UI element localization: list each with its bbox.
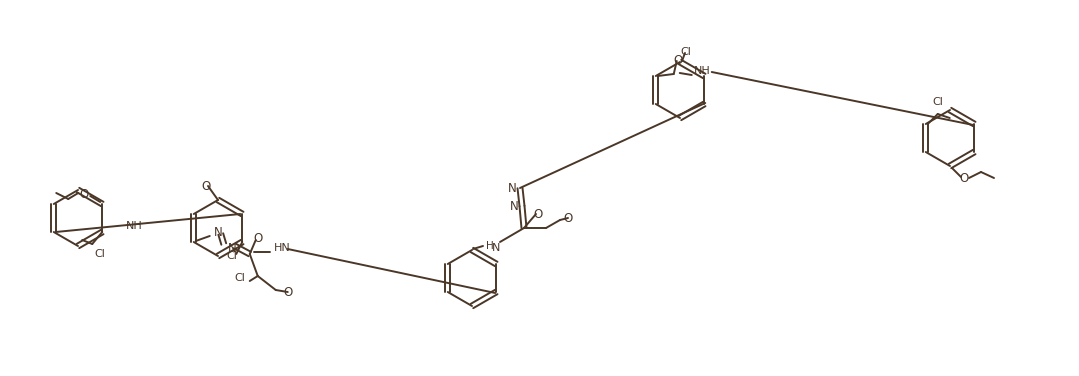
- Text: O: O: [673, 53, 682, 67]
- Text: O: O: [80, 188, 88, 200]
- Text: O: O: [563, 211, 573, 224]
- Text: N: N: [509, 200, 518, 212]
- Text: NH: NH: [694, 66, 710, 76]
- Text: N: N: [228, 241, 236, 255]
- Text: Cl: Cl: [932, 97, 943, 107]
- Text: NH: NH: [126, 221, 144, 231]
- Text: Cl: Cl: [95, 249, 106, 259]
- Text: H: H: [486, 241, 494, 251]
- Text: N: N: [507, 182, 517, 194]
- Text: O: O: [533, 208, 543, 220]
- Text: O: O: [959, 171, 969, 185]
- Text: Cl: Cl: [234, 273, 245, 283]
- Text: HN: HN: [274, 243, 290, 253]
- Text: N: N: [492, 243, 501, 253]
- Text: N: N: [214, 226, 222, 238]
- Text: Cl: Cl: [227, 251, 237, 261]
- Text: Cl: Cl: [681, 47, 692, 57]
- Text: O: O: [283, 285, 292, 299]
- Text: O: O: [202, 179, 210, 193]
- Text: O: O: [254, 232, 262, 244]
